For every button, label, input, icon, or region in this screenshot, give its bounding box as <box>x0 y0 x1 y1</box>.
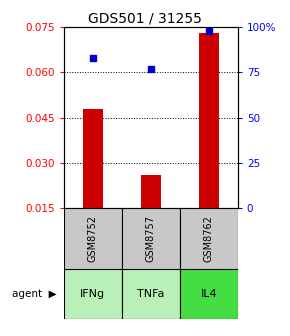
Text: IFNg: IFNg <box>80 289 105 299</box>
Bar <box>64 208 122 269</box>
Bar <box>180 208 238 269</box>
Bar <box>83 109 103 208</box>
Text: GSM8757: GSM8757 <box>146 215 156 262</box>
Bar <box>122 269 180 319</box>
Bar <box>199 33 219 208</box>
Text: GSM8762: GSM8762 <box>204 215 214 262</box>
Text: TNFa: TNFa <box>137 289 164 299</box>
Text: GDS501 / 31255: GDS501 / 31255 <box>88 11 202 26</box>
Text: IL4: IL4 <box>200 289 217 299</box>
Bar <box>64 269 122 319</box>
Bar <box>180 269 238 319</box>
Bar <box>122 208 180 269</box>
Bar <box>141 175 161 208</box>
Text: agent  ▶: agent ▶ <box>12 289 56 299</box>
Text: GSM8752: GSM8752 <box>88 215 98 262</box>
